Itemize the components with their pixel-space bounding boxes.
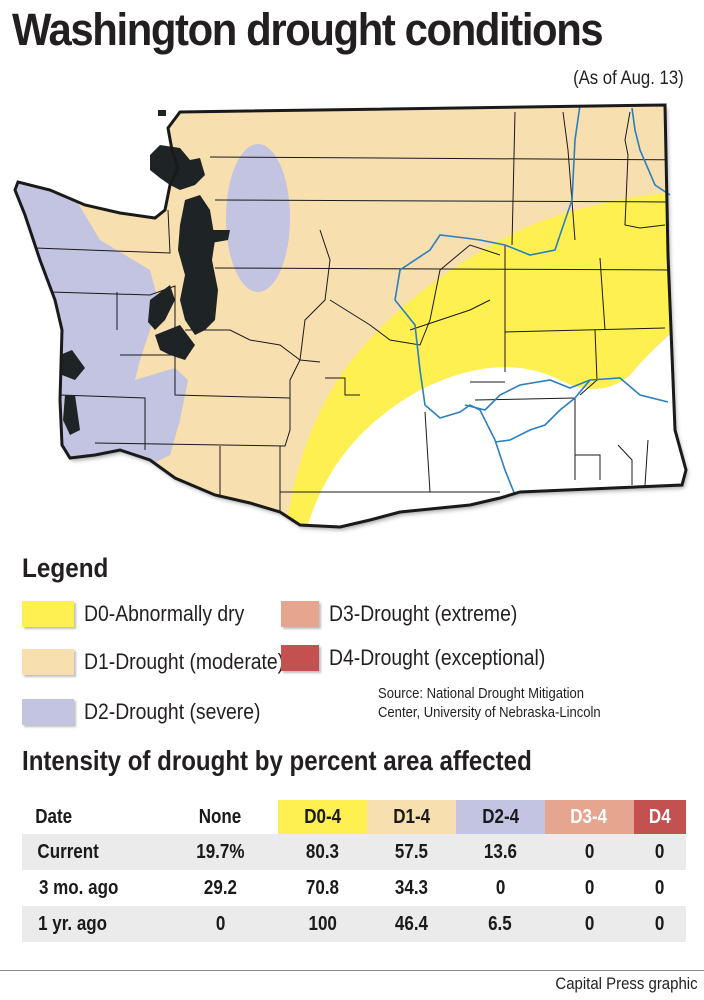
county-boundaries xyxy=(34,111,686,527)
rivers xyxy=(394,104,671,496)
legend-label-d3: D3-Drought (extreme) xyxy=(329,601,518,626)
cell-d1-4: 34.3 xyxy=(394,876,428,899)
table-row: 1 yr. ago 0 100 46.4 6.5 0 0 xyxy=(22,906,686,942)
cell-d2-4: 13.6 xyxy=(455,834,545,870)
header-d0-4: D0-4 xyxy=(278,800,368,834)
cell-none: 0 xyxy=(162,906,279,942)
source-line-1: Source: National Drought Mitigation xyxy=(378,686,585,702)
header-d3-4: D3-4 xyxy=(544,800,634,834)
table-row: Current 19.7% 80.3 57.5 13.6 0 0 xyxy=(22,834,686,870)
header-d4: D4 xyxy=(633,800,686,834)
table-row: 3 mo. ago 29.2 70.8 34.3 0 0 0 xyxy=(22,870,686,906)
legend-item-d3: D3-Drought (extreme) xyxy=(281,601,543,627)
table-header-row: Date None D0-4 D1-4 D2-4 D3-4 D4 xyxy=(22,800,686,834)
header-d1-4: D1-4 xyxy=(367,800,456,834)
drought-map xyxy=(13,103,688,529)
legend-swatch-d3 xyxy=(281,601,319,627)
header-none: None xyxy=(198,805,242,828)
row-date: 1 yr. ago xyxy=(22,906,162,942)
legend-item-d2: D2-Drought (severe) xyxy=(22,699,285,725)
legend-label-d1: D1-Drought (moderate) xyxy=(84,649,285,674)
cell-d0-4: 80.3 xyxy=(278,834,368,870)
cell-none: 19.7% xyxy=(162,834,279,870)
cell-d2-4: 6.5 xyxy=(455,906,545,942)
cell-d3-4: 0 xyxy=(584,876,594,899)
drought-intensity-table: Date None D0-4 D1-4 D2-4 D3-4 D4 Current… xyxy=(22,800,686,942)
cell-d2-4: 0 xyxy=(495,876,505,899)
cell-d1-4: 57.5 xyxy=(367,834,456,870)
cell-d4: 0 xyxy=(633,834,686,870)
footer-divider xyxy=(0,970,704,971)
credit-line: Capital Press graphic xyxy=(555,974,698,993)
cell-d1-4: 46.4 xyxy=(367,906,456,942)
cell-d0-4: 70.8 xyxy=(306,876,340,899)
page-title: Washington drought conditions xyxy=(12,4,604,55)
legend-item-d4: D4-Drought (exceptional) xyxy=(281,645,575,671)
legend-label-d2: D2-Drought (severe) xyxy=(84,699,261,724)
cell-d4: 0 xyxy=(655,876,665,899)
source-line-2: Center, University of Nebraska-Lincoln xyxy=(378,705,601,721)
source-note: Source: National Drought Mitigation Cent… xyxy=(378,685,601,723)
cell-d4: 0 xyxy=(633,906,686,942)
legend-swatch-d2 xyxy=(22,699,74,725)
cell-none: 29.2 xyxy=(203,876,237,899)
as-of-date: (As of Aug. 13) xyxy=(573,68,684,89)
table-title: Intensity of drought by percent area aff… xyxy=(22,745,532,776)
legend-swatch-d0 xyxy=(22,601,74,627)
header-d2-4: D2-4 xyxy=(455,800,545,834)
row-date: Current xyxy=(22,834,162,870)
legend-label-d0: D0-Abnormally dry xyxy=(84,601,245,626)
puget-sound xyxy=(60,110,230,435)
legend-item-d1: D1-Drought (moderate) xyxy=(22,649,311,675)
legend-item-d0: D0-Abnormally dry xyxy=(22,601,266,627)
row-date: 3 mo. ago xyxy=(39,876,119,899)
d0-zone-band xyxy=(285,190,686,527)
legend-swatch-d1 xyxy=(22,649,74,675)
legend-swatch-d4 xyxy=(281,645,319,671)
cell-d3-4: 0 xyxy=(544,906,634,942)
legend-title: Legend xyxy=(22,553,109,583)
legend-label-d4: D4-Drought (exceptional) xyxy=(329,645,546,670)
d2-zone-cascades xyxy=(226,144,290,292)
cell-d0-4: 100 xyxy=(278,906,368,942)
cell-d3-4: 0 xyxy=(544,834,634,870)
header-date: Date xyxy=(35,805,73,828)
